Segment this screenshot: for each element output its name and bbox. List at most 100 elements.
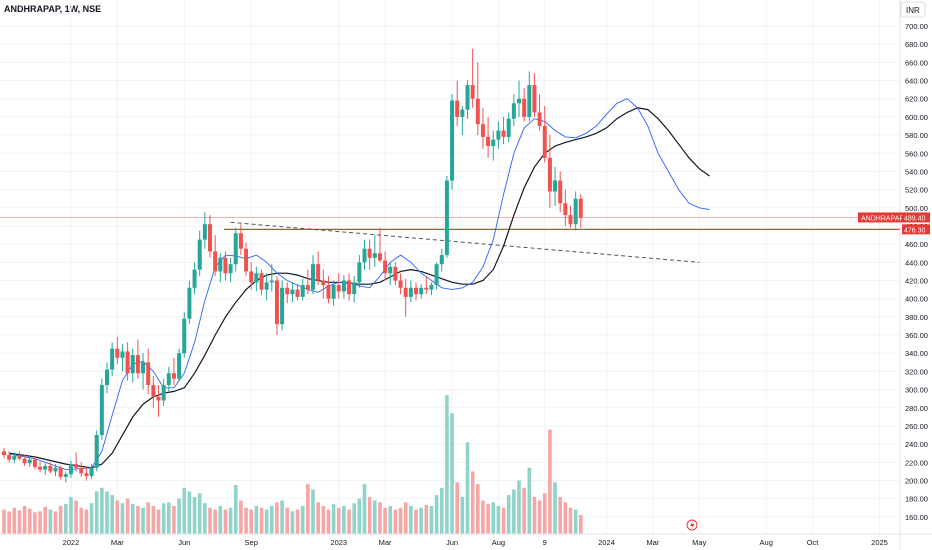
candle [79, 467, 84, 474]
volume-bar [517, 480, 521, 534]
volume-bar [182, 487, 187, 534]
last-price-tag [902, 212, 930, 223]
candle [357, 262, 362, 283]
candle [259, 273, 264, 290]
candle [228, 264, 233, 274]
volume-bar [110, 495, 114, 534]
volume-bar [136, 505, 140, 534]
candle [218, 257, 223, 272]
candle [460, 109, 465, 117]
x-tick-label: 2022 [63, 538, 80, 547]
currency-button[interactable] [900, 1, 926, 18]
volume-bar [264, 509, 269, 534]
candle [156, 396, 161, 401]
candle [233, 233, 238, 265]
y-tick-label: 700.00 [905, 22, 928, 31]
volume-bar [17, 510, 22, 534]
candle [424, 287, 429, 290]
candle [388, 266, 393, 274]
volume-bar [357, 498, 362, 534]
candle [135, 355, 140, 374]
level-price-tag [902, 224, 930, 235]
candle [419, 287, 424, 295]
candle [305, 285, 310, 290]
candle [393, 266, 398, 281]
volume-bar [244, 507, 248, 534]
volume-bar [522, 487, 526, 534]
candle [213, 251, 218, 272]
candle [99, 385, 104, 436]
volume-bar [460, 496, 465, 534]
y-tick-label: 160.00 [905, 513, 928, 522]
trendline [230, 221, 700, 263]
volume-bar [579, 515, 583, 534]
volume-bar [27, 508, 32, 534]
candle [151, 385, 156, 397]
volume-bar [445, 395, 449, 534]
x-tick-label: Mar [111, 538, 124, 547]
candle [362, 248, 367, 263]
volume-bar [501, 507, 506, 534]
candle [146, 362, 151, 386]
candle [202, 224, 207, 240]
volume-bar [167, 502, 171, 534]
volume-bar [161, 503, 166, 534]
volume-bar [7, 511, 11, 534]
candle [522, 98, 527, 117]
volume-bar [434, 495, 439, 534]
y-tick-label: 600.00 [905, 113, 928, 122]
volume-bar [146, 502, 150, 534]
volume-bar [239, 500, 243, 534]
candle [547, 157, 552, 192]
volume-bar [151, 505, 156, 534]
candle [32, 459, 37, 467]
y-tick-label: 500.00 [905, 204, 928, 213]
y-tick-label: 260.00 [905, 422, 928, 431]
last-price-label: 489.40 [904, 215, 926, 222]
volume-bar [465, 442, 470, 534]
volume-bar [213, 509, 217, 534]
y-tick-label: 620.00 [905, 95, 928, 104]
volume-bar [362, 484, 367, 534]
volume-bar [192, 496, 197, 534]
volume-bar [429, 505, 434, 534]
y-tick-label: 680.00 [905, 40, 928, 49]
candle [542, 125, 547, 158]
candle [491, 139, 496, 146]
candle [74, 464, 79, 468]
volume-bar [53, 511, 58, 534]
candle [43, 465, 48, 470]
y-tick-label: 640.00 [905, 77, 928, 86]
x-tick-label: 2025 [871, 538, 888, 547]
volume-bar [120, 503, 125, 534]
volume-bar [172, 505, 176, 534]
symbol-tag [858, 212, 902, 223]
volume-bar [532, 496, 537, 534]
x-tick-label: 2023 [330, 538, 347, 547]
candle [223, 257, 228, 274]
volume-bar [43, 506, 47, 534]
candle [280, 287, 285, 325]
candle [377, 253, 382, 261]
y-tick-label: 520.00 [905, 186, 928, 195]
candle [558, 180, 563, 204]
volume-bar [481, 500, 485, 534]
volume-bar [378, 502, 382, 534]
candle [352, 282, 357, 295]
volume-bar [486, 504, 490, 534]
volume-bar [275, 502, 279, 534]
candle [7, 455, 12, 460]
candle [398, 280, 403, 288]
candle [171, 373, 176, 379]
volume-bar [414, 509, 418, 534]
volume-bar [424, 505, 429, 534]
volume-bar [22, 505, 27, 534]
volume-bar [476, 484, 480, 534]
volume-bar [548, 429, 552, 534]
candle [238, 233, 243, 249]
volume-bar [280, 500, 284, 534]
candle [53, 467, 58, 472]
volume-bar [409, 505, 413, 534]
candle [506, 118, 511, 137]
